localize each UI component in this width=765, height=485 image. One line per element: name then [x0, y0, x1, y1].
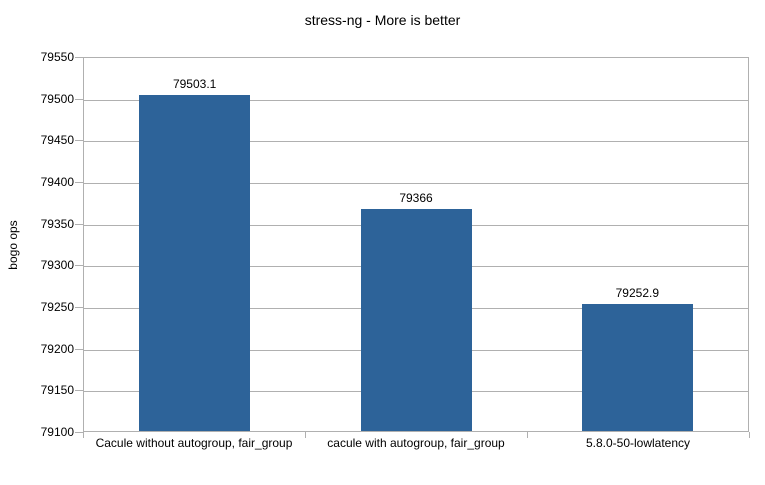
y-axis-tick-label: 79400 [40, 175, 74, 189]
y-axis-tick [75, 140, 83, 141]
y-axis-tick [75, 265, 83, 266]
y-axis-tick [75, 390, 83, 391]
y-axis-tick-label: 79550 [40, 50, 74, 64]
x-axis-tick [527, 432, 528, 438]
y-axis-tick [75, 224, 83, 225]
bar [139, 95, 251, 431]
x-axis-tick [305, 432, 306, 438]
y-axis-tick-label: 79250 [40, 300, 74, 314]
y-axis-tick [75, 99, 83, 100]
y-axis-tick-label: 79350 [40, 217, 74, 231]
bar-value-label: 79503.1 [172, 77, 217, 91]
x-axis-category-label: cacule with autogroup, fair_group [327, 436, 505, 450]
bar-value-label: 79366 [399, 191, 433, 205]
y-axis-tick [75, 349, 83, 350]
gridline [84, 183, 748, 184]
x-axis-tick [83, 432, 84, 438]
plot-area: 79503.1 79366 79252.9 [83, 57, 749, 432]
bar-value-label: 79252.9 [615, 286, 660, 300]
bar [581, 304, 693, 431]
y-axis-tick-label: 79300 [40, 258, 74, 272]
y-axis-tick-label: 79150 [40, 383, 74, 397]
chart-title: stress-ng - More is better [304, 12, 461, 28]
y-axis-tick [75, 57, 83, 58]
x-axis-category-label: 5.8.0-50-lowlatency [585, 436, 691, 450]
y-axis-tick-label: 79450 [40, 133, 74, 147]
x-axis-category-label: Cacule without autogroup, fair_group [95, 436, 293, 450]
x-axis-tick [749, 432, 750, 438]
gridline [84, 141, 748, 142]
gridline [84, 100, 748, 101]
y-axis-tick [75, 182, 83, 183]
y-axis-tick-label: 79200 [40, 342, 74, 356]
bar [360, 209, 472, 431]
y-axis-tick [75, 307, 83, 308]
y-axis-tick-label: 79500 [40, 92, 74, 106]
y-axis-tick [75, 432, 83, 433]
y-axis-tick-label: 79100 [40, 425, 74, 439]
